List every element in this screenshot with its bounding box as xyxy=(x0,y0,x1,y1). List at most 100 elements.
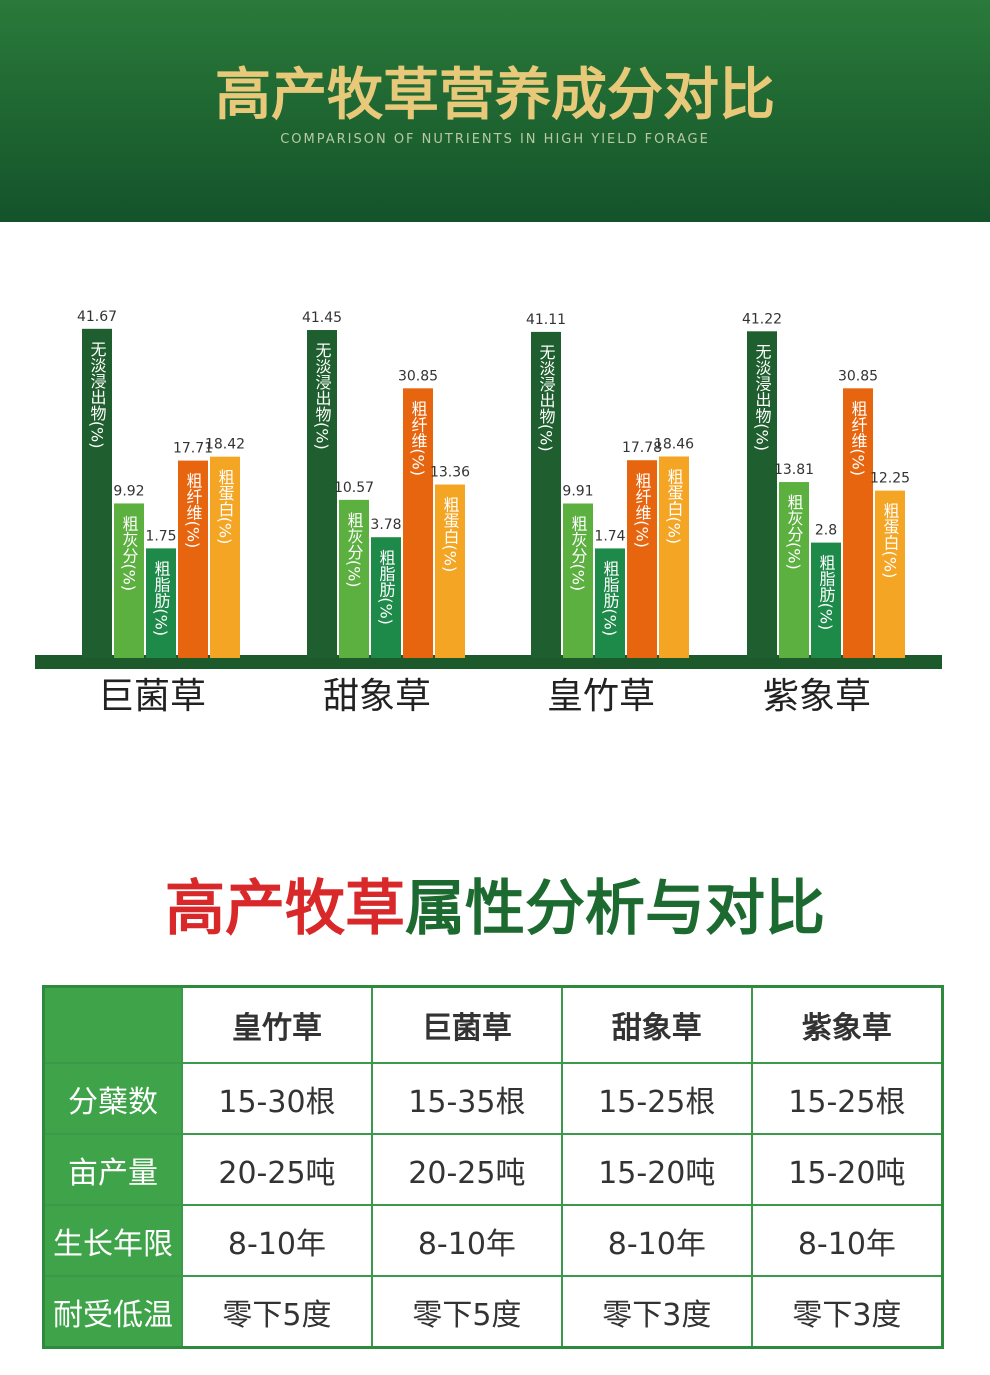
bar xyxy=(531,331,561,658)
baseline xyxy=(35,655,942,669)
series-label: 粗脂肪(%) xyxy=(601,560,620,636)
cell: 15-35根 xyxy=(370,1062,563,1135)
category-label: 甜象草 xyxy=(323,676,431,717)
cell: 8-10年 xyxy=(370,1204,563,1277)
value-label: 3.78 xyxy=(370,517,401,533)
table: 皇竹草 巨菌草 甜象草 紫象草 分蘖数 15-30根 15-35根 15-25根 15-… xyxy=(42,985,944,1349)
column-header: 紫象草 xyxy=(750,985,944,1064)
category-label: 紫象草 xyxy=(763,676,871,717)
series-label: 粗灰分(%) xyxy=(569,515,588,591)
cell: 零下5度 xyxy=(370,1275,563,1349)
column-header: 巨菌草 xyxy=(370,985,563,1064)
series-label: 粗蛋白(%) xyxy=(441,497,460,573)
bar xyxy=(339,499,369,658)
subtitle: COMPARISON OF NUTRIENTS IN HIGH YIELD FO… xyxy=(280,132,710,147)
value-label: 10.57 xyxy=(334,480,374,496)
value-label: 18.46 xyxy=(654,436,694,452)
cell: 15-20吨 xyxy=(560,1133,753,1206)
value-label: 17.71 xyxy=(173,441,213,457)
value-label: 2.8 xyxy=(815,523,837,539)
title-red: 高产牧草 xyxy=(165,874,405,944)
bar xyxy=(563,503,593,658)
category-label: 皇竹草 xyxy=(547,676,655,717)
value-label: 41.45 xyxy=(302,310,342,326)
value-label: 9.92 xyxy=(113,483,144,499)
title-green: 属性分析与对比 xyxy=(405,874,825,944)
title: 高产牧草营养成分对比 xyxy=(215,63,775,128)
series-label: 无淡浸出物(%) xyxy=(313,342,332,450)
value-label: 17.78 xyxy=(622,440,662,456)
cell: 15-20吨 xyxy=(750,1133,944,1206)
bar xyxy=(659,456,689,658)
row: 生长年限 8-10年 8-10年 8-10年 8-10年 xyxy=(42,1204,944,1277)
value-label: 12.25 xyxy=(870,471,910,487)
row-label: 亩产量 xyxy=(42,1133,183,1206)
column-header: 甜象草 xyxy=(560,985,753,1064)
bar xyxy=(811,542,841,658)
chart: 巨菌草 41.67 无淡浸出物(%) 9.92 粗灰分(%) 1.75 粗脂肪(%) 17.7… xyxy=(35,309,942,717)
bar xyxy=(435,484,465,658)
bar xyxy=(843,388,873,658)
cell: 8-10年 xyxy=(181,1204,373,1277)
value-label: 41.22 xyxy=(742,311,782,327)
series-label: 粗纤维(%) xyxy=(633,472,652,548)
series-label: 粗灰分(%) xyxy=(120,515,139,591)
value-label: 30.85 xyxy=(398,368,438,384)
bar xyxy=(82,328,112,658)
value-label: 41.11 xyxy=(526,312,566,328)
category-label: 巨菌草 xyxy=(98,676,206,717)
cell: 20-25吨 xyxy=(370,1133,563,1206)
row-label: 生长年限 xyxy=(42,1204,183,1277)
series-label: 粗纤维(%) xyxy=(849,400,868,476)
value-label: 9.91 xyxy=(562,483,593,499)
bar xyxy=(403,388,433,658)
series-label: 粗灰分(%) xyxy=(785,494,804,570)
bar xyxy=(779,482,809,658)
bar xyxy=(747,331,777,658)
row-label: 耐受低温 xyxy=(42,1275,183,1349)
section-title: 高产牧草属性分析与对比 xyxy=(0,860,990,947)
series-label: 粗灰分(%) xyxy=(345,512,364,588)
value-label: 1.74 xyxy=(594,528,625,544)
bar xyxy=(114,503,144,658)
bar xyxy=(146,548,176,658)
value-label: 13.36 xyxy=(430,465,470,481)
row-label: 分蘖数 xyxy=(42,1062,183,1135)
cell: 8-10年 xyxy=(750,1204,944,1277)
cell: 20-25吨 xyxy=(181,1133,373,1206)
bar xyxy=(595,548,625,658)
cell: 零下3度 xyxy=(560,1275,753,1349)
row: 分蘖数 15-30根 15-35根 15-25根 15-25根 xyxy=(42,1062,944,1135)
cell: 15-25根 xyxy=(750,1062,944,1135)
value-label: 1.75 xyxy=(145,528,176,544)
bar xyxy=(178,460,208,658)
series-label: 粗蛋白(%) xyxy=(665,468,684,544)
value-label: 13.81 xyxy=(774,462,814,478)
column-header: 皇竹草 xyxy=(181,985,373,1064)
corner-cell xyxy=(42,985,183,1064)
bar xyxy=(210,456,240,658)
value-label: 18.42 xyxy=(205,437,245,453)
series-label: 无淡浸出物(%) xyxy=(753,343,772,451)
series-label: 无淡浸出物(%) xyxy=(88,341,107,449)
cell: 8-10年 xyxy=(560,1204,753,1277)
series-label: 粗脂肪(%) xyxy=(152,560,171,636)
bar xyxy=(875,490,905,658)
series-label: 粗脂肪(%) xyxy=(817,555,836,631)
bar xyxy=(371,537,401,658)
cell: 零下3度 xyxy=(750,1275,944,1349)
series-label: 粗蛋白(%) xyxy=(881,503,900,579)
cell: 15-25根 xyxy=(560,1062,753,1135)
series-label: 无淡浸出物(%) xyxy=(537,344,556,452)
bar xyxy=(627,460,657,658)
series-label: 粗脂肪(%) xyxy=(377,549,396,625)
value-label: 41.67 xyxy=(77,309,117,325)
row: 亩产量 20-25吨 20-25吨 15-20吨 15-20吨 xyxy=(42,1133,944,1206)
bar xyxy=(307,330,337,658)
series-label: 粗蛋白(%) xyxy=(216,469,235,545)
series-label: 粗纤维(%) xyxy=(184,473,203,549)
row: 耐受低温 零下5度 零下5度 零下3度 零下3度 xyxy=(42,1275,944,1349)
header-row: 皇竹草 巨菌草 甜象草 紫象草 xyxy=(42,985,944,1064)
header: 高产牧草营养成分对比 COMPARISON OF NUTRIENTS IN HI… xyxy=(0,0,990,222)
